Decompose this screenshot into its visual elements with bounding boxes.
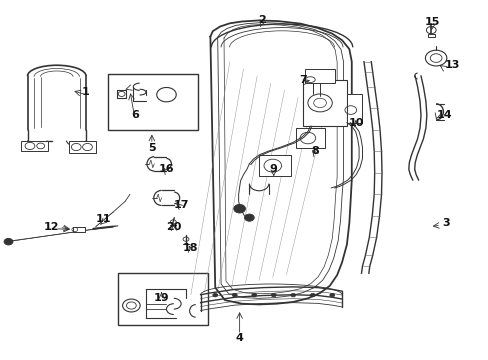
Text: 9: 9 xyxy=(269,164,277,174)
Text: 18: 18 xyxy=(183,243,198,253)
Text: 2: 2 xyxy=(257,15,265,26)
Text: 5: 5 xyxy=(148,143,155,153)
Circle shape xyxy=(244,214,254,221)
Text: 17: 17 xyxy=(173,200,188,210)
Circle shape xyxy=(290,293,295,297)
Text: 11: 11 xyxy=(95,215,111,224)
Circle shape xyxy=(251,293,256,297)
Circle shape xyxy=(232,293,237,297)
Bar xyxy=(346,94,361,123)
Circle shape xyxy=(212,293,217,297)
Bar xyxy=(108,74,198,130)
Bar xyxy=(118,273,207,325)
Bar xyxy=(427,35,434,37)
Text: 6: 6 xyxy=(131,111,139,121)
Bar xyxy=(69,140,96,153)
Text: 1: 1 xyxy=(82,87,90,97)
Text: 20: 20 xyxy=(166,222,181,231)
Text: 13: 13 xyxy=(444,60,459,70)
Text: 12: 12 xyxy=(44,222,60,231)
Bar xyxy=(21,140,48,151)
Text: 8: 8 xyxy=(311,146,319,156)
Text: 14: 14 xyxy=(436,111,452,121)
Circle shape xyxy=(310,293,315,297)
Bar xyxy=(303,80,346,126)
Circle shape xyxy=(329,293,334,297)
Text: 16: 16 xyxy=(158,164,174,174)
Text: 4: 4 xyxy=(235,333,243,343)
Text: 15: 15 xyxy=(424,17,439,27)
Text: 3: 3 xyxy=(441,218,448,228)
Circle shape xyxy=(271,293,276,297)
Text: 10: 10 xyxy=(348,118,364,128)
Circle shape xyxy=(4,238,13,245)
Bar xyxy=(259,155,290,176)
Circle shape xyxy=(233,204,245,213)
Bar xyxy=(73,226,85,232)
Bar xyxy=(305,69,334,83)
Bar xyxy=(295,128,325,148)
Text: 7: 7 xyxy=(299,75,306,85)
Text: 19: 19 xyxy=(154,293,169,303)
